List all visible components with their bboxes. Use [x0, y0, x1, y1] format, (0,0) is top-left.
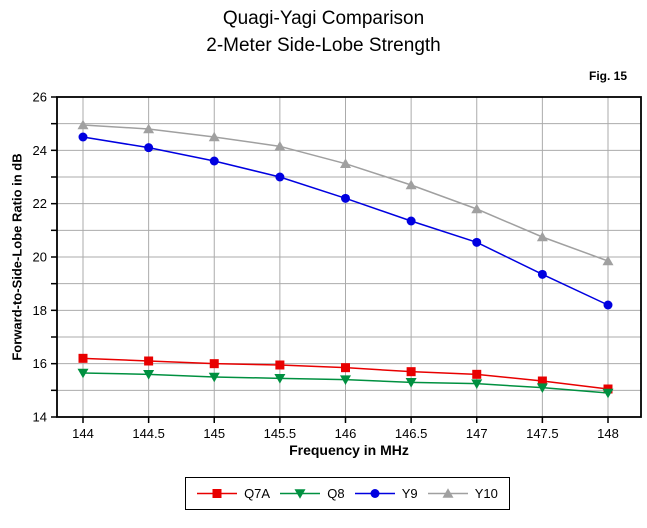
- y-tick-labels: 26 24 22 20 18 16 14: [33, 90, 47, 425]
- svg-text:18: 18: [33, 303, 47, 318]
- x-axis-title: Frequency in MHz: [289, 442, 409, 458]
- svg-text:144.5: 144.5: [132, 426, 165, 441]
- plot-frame: [56, 96, 642, 418]
- legend-item-q7a: Q7A: [197, 486, 270, 501]
- series-y9: [78, 132, 613, 310]
- svg-text:26: 26: [33, 90, 47, 105]
- svg-text:145: 145: [203, 426, 225, 441]
- series-q7a: [78, 353, 613, 394]
- series-y10: [77, 119, 614, 266]
- y-axis-title: Forward-to-Side-Lobe Ratio in dB: [9, 153, 25, 361]
- svg-text:14: 14: [33, 410, 47, 425]
- chart-title: Quagi-Yagi Comparison 2-Meter Side-Lobe …: [0, 5, 647, 59]
- legend-label-y9: Y9: [401, 486, 418, 501]
- svg-text:145.5: 145.5: [264, 426, 297, 441]
- legend-item-y10: Y10: [427, 486, 498, 501]
- svg-text:148: 148: [597, 426, 619, 441]
- svg-text:24: 24: [33, 143, 47, 158]
- legend-item-y9: Y9: [354, 486, 418, 501]
- svg-text:146: 146: [335, 426, 357, 441]
- svg-text:16: 16: [33, 356, 47, 371]
- legend-label-y10: Y10: [474, 486, 498, 501]
- chart-legend: Q7A Q8 Y9 Y10: [185, 477, 510, 510]
- legend-label-q7a: Q7A: [244, 486, 271, 501]
- figure-number-label: Fig. 15: [588, 69, 627, 83]
- axis-ticks: [51, 96, 609, 423]
- series-q8: [77, 368, 614, 399]
- x-tick-labels: 144 144.5 145 145.5 146 146.5 147 147.5 148: [72, 426, 619, 441]
- chart-title-line1: Quagi-Yagi Comparison: [222, 8, 425, 29]
- svg-text:146.5: 146.5: [395, 426, 428, 441]
- legend-marker-q8: [280, 489, 321, 499]
- legend-label-q8: Q8: [327, 486, 345, 501]
- legend-marker-q7a: [197, 489, 238, 498]
- svg-text:20: 20: [33, 250, 47, 265]
- svg-text:22: 22: [33, 196, 47, 211]
- legend-marker-y9: [354, 489, 395, 498]
- chart-title-line2: 2-Meter Side-Lobe Strength: [206, 35, 441, 56]
- svg-text:144: 144: [72, 426, 94, 441]
- legend-item-q8: Q8: [280, 486, 345, 501]
- svg-text:147.5: 147.5: [526, 426, 559, 441]
- svg-text:147: 147: [466, 426, 488, 441]
- legend-marker-y10: [427, 488, 468, 498]
